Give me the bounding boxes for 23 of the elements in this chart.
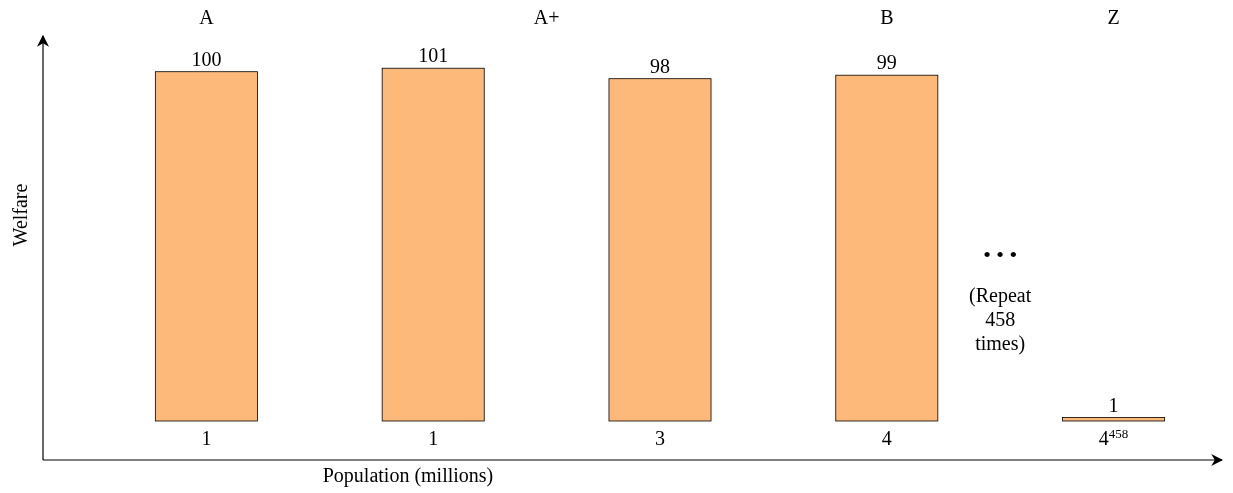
annotation: • • • (983, 242, 1018, 267)
text: A (199, 6, 215, 28)
data-label: 100 (191, 47, 222, 70)
x-tick-label: 1 (201, 427, 212, 449)
x-tick-label: 4 (881, 427, 892, 449)
annotation: (Repeat 458 times) (969, 284, 1032, 355)
data-label: 98 (650, 54, 670, 77)
data-label: 99 (876, 51, 897, 74)
bar (154, 71, 258, 422)
text: Z (1107, 6, 1120, 28)
bar (608, 78, 712, 422)
bar (1062, 417, 1166, 422)
x-tick-label: 4$^{458}$ (1098, 425, 1129, 449)
x-axis-title: Population (millions) (322, 464, 494, 487)
text: A+ (533, 6, 560, 28)
data-label: 101 (418, 44, 449, 67)
bar (835, 74, 939, 422)
y-axis-title: Welfare (9, 183, 31, 247)
x-tick-label: 1 (428, 427, 439, 449)
data-label: 1 (1108, 393, 1119, 416)
bar (381, 67, 485, 422)
text: B (880, 6, 894, 28)
x-tick-label: 3 (655, 427, 665, 449)
